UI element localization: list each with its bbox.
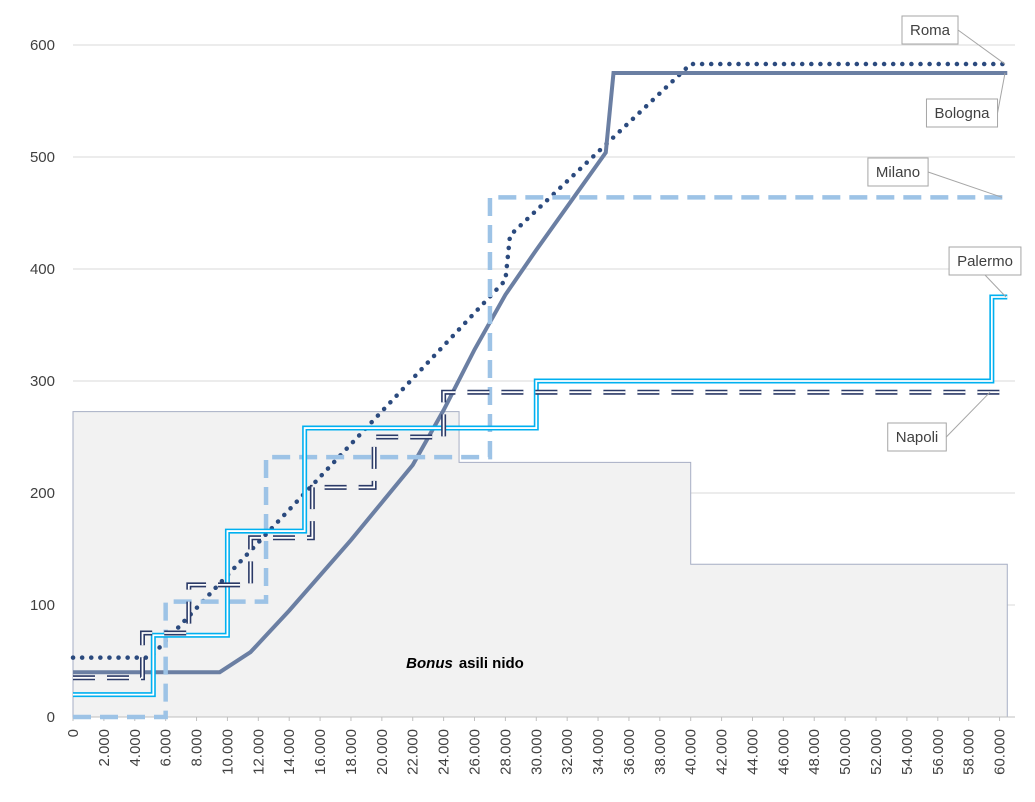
x-tick-label: 30.000 (528, 729, 545, 775)
legend-label: Palermo (957, 253, 1013, 270)
x-tick-label: 44.000 (744, 729, 761, 775)
series-line-inner (73, 296, 1008, 696)
x-tick-label: 38.000 (652, 729, 669, 775)
legend-label: Bologna (934, 105, 990, 122)
y-tick-label: 100 (30, 597, 55, 614)
x-tick-label: 56.000 (930, 729, 947, 775)
callout-pointer (927, 171, 1003, 198)
callout-pointer (984, 274, 1007, 298)
y-tick-label: 0 (47, 709, 55, 726)
x-tick-label: 40.000 (683, 729, 700, 775)
x-tick-label: 14.000 (281, 729, 298, 775)
callout-pointer (997, 72, 1006, 114)
callout-box (867, 157, 929, 187)
x-tick-label: 16.000 (312, 729, 329, 775)
x-tick-label: 12.000 (250, 729, 267, 775)
x-tick-label: 50.000 (837, 729, 854, 775)
legend-label: Milano (876, 164, 920, 181)
annotation-emph: Bonus (406, 655, 453, 672)
y-tick-label: 400 (30, 261, 55, 278)
x-tick-label: 48.000 (806, 729, 823, 775)
x-tick-label: 36.000 (621, 729, 638, 775)
x-tick-label: 46.000 (775, 729, 792, 775)
y-tick-label: 600 (30, 37, 55, 54)
x-tick-label: 10.000 (219, 729, 236, 775)
x-tick-label: 8.000 (189, 729, 206, 767)
annotation-text: asili nido (459, 655, 524, 672)
callout: Milano (867, 157, 1003, 198)
series-line-inner (73, 391, 1008, 679)
x-tick-label: 42.000 (714, 729, 731, 775)
callout-pointer (957, 29, 1006, 65)
series-line (73, 71, 1008, 675)
x-tick-label: 32.000 (559, 729, 576, 775)
callout-box (948, 246, 1022, 276)
x-tick-label: 0 (65, 729, 82, 737)
legend-label: Napoli (896, 429, 939, 446)
legend-label: Roma (910, 22, 951, 39)
x-tick-label: 18.000 (343, 729, 360, 775)
x-tick-label: 20.000 (374, 729, 391, 775)
x-tick-label: 2.000 (96, 729, 113, 767)
x-tick-label: 24.000 (436, 729, 453, 775)
callout-box (901, 15, 959, 45)
y-tick-label: 300 (30, 373, 55, 390)
callout: Palermo (948, 246, 1022, 298)
callout: Roma (901, 15, 1006, 65)
x-tick-label: 28.000 (497, 729, 514, 775)
x-tick-label: 22.000 (405, 729, 422, 775)
x-tick-label: 54.000 (899, 729, 916, 775)
x-tick-label: 52.000 (868, 729, 885, 775)
callout: Napoli (887, 391, 991, 452)
x-tick-label: 6.000 (158, 729, 175, 767)
x-tick-label: 4.000 (127, 729, 144, 767)
callout: Bologna (925, 72, 1006, 128)
x-tick-label: 34.000 (590, 729, 607, 775)
y-tick-label: 500 (30, 149, 55, 166)
callout-box (887, 422, 947, 452)
annotation: Bonus asili nido (406, 655, 524, 672)
x-tick-label: 58.000 (961, 729, 978, 775)
callout-pointer (945, 391, 991, 438)
y-tick-label: 200 (30, 485, 55, 502)
x-tick-label: 60.000 (992, 729, 1009, 775)
series-line (70, 61, 1010, 660)
x-tick-label: 26.000 (467, 729, 484, 775)
callout-box (925, 98, 999, 128)
